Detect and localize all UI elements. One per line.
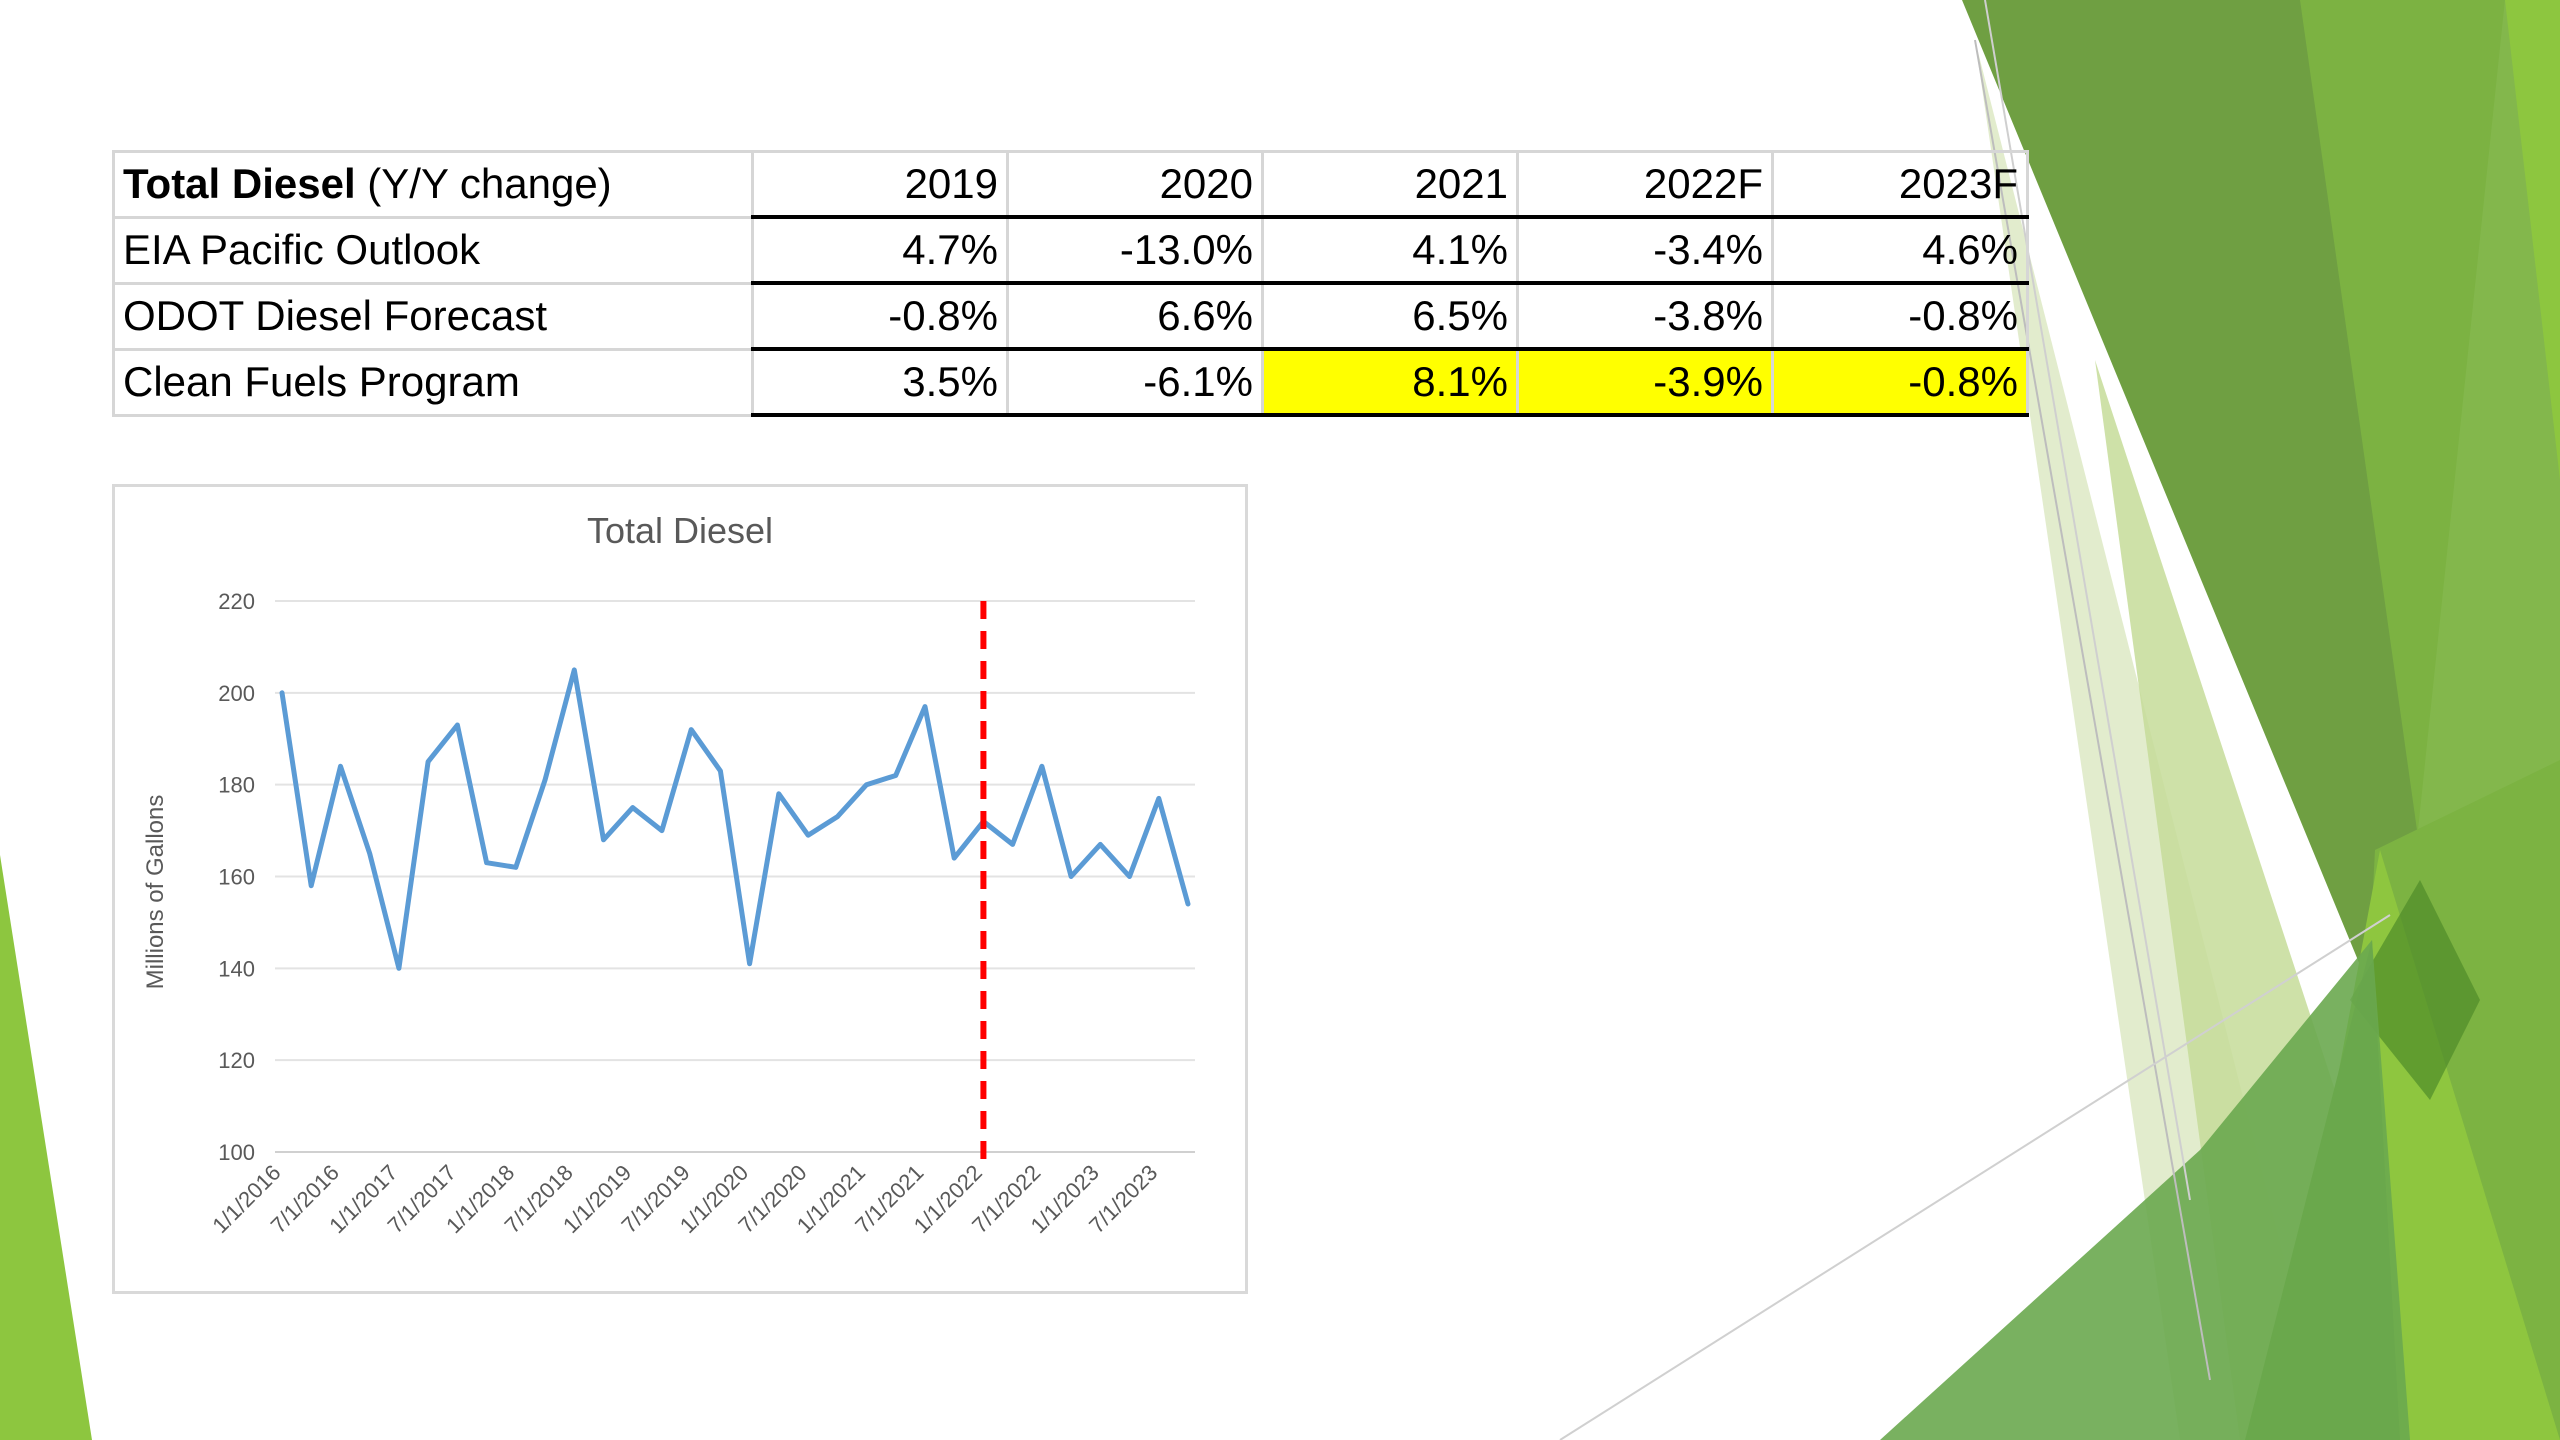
table-cell-highlighted: 8.1% (1261, 347, 1519, 417)
table-cell-highlighted: -0.8% (1771, 347, 2029, 417)
chart-canvas: Total Diesel Millions of Gallons 1001201… (142, 510, 1195, 1238)
table-title-rest: (Y/Y change) (355, 160, 612, 208)
series-layer (279, 667, 1191, 971)
y-axis-title: Millions of Gallons (142, 795, 169, 990)
y-tick-label: 120 (218, 1048, 255, 1073)
table-cell: 6.6% (1006, 281, 1264, 351)
year-header: 2019 (751, 150, 1009, 219)
table-cell: 6.5% (1261, 281, 1519, 351)
table-header-title: Total Diesel (Y/Y change) (112, 150, 754, 219)
green-facet (2505, 0, 2560, 480)
diesel-chart: Total Diesel Millions of Gallons 100 120 1… (112, 484, 1248, 1294)
x-axis-ticks: 1/1/20167/1/20161/1/20177/1/20171/1/2018… (207, 1160, 1162, 1238)
table-title-bold: Total Diesel (123, 160, 356, 208)
table-cell: -3.4% (1516, 215, 1774, 285)
thin-line (1559, 914, 2391, 1440)
y-tick-label: 100 (218, 1140, 255, 1165)
series-line (279, 667, 1191, 971)
chart-title: Total Diesel (587, 510, 773, 551)
green-facet (0, 855, 92, 1440)
table-cell: -0.8% (751, 281, 1009, 351)
y-tick-label: 160 (218, 865, 255, 890)
table-row: EIA Pacific Outlook 4.7% -13.0% 4.1% -3.… (112, 215, 2029, 285)
table-row: ODOT Diesel Forecast -0.8% 6.6% 6.5% -3.… (112, 281, 2029, 351)
table-cell: -0.8% (1771, 281, 2029, 351)
gridlines (275, 600, 1195, 1153)
table-header-row: Total Diesel (Y/Y change) 2019 2020 2021… (112, 150, 2029, 219)
table-cell: 4.7% (751, 215, 1009, 285)
row-label: EIA Pacific Outlook (112, 215, 754, 285)
diesel-change-table: Total Diesel (Y/Y change) 2019 2020 2021… (112, 150, 2029, 417)
y-tick-label: 220 (218, 589, 255, 614)
table-cell: -13.0% (1006, 215, 1264, 285)
table-cell-highlighted: -3.9% (1516, 347, 1774, 417)
y-tick-label: 180 (218, 773, 255, 798)
row-label: ODOT Diesel Forecast (112, 281, 754, 351)
table-cell: -6.1% (1006, 347, 1264, 417)
y-axis-ticks: 100 120 140 160 180 200 220 (218, 589, 255, 1165)
y-tick-label: 200 (218, 681, 255, 706)
year-header: 2021 (1261, 150, 1519, 219)
y-tick-label: 140 (218, 956, 255, 981)
table-row: Clean Fuels Program 3.5% -6.1% 8.1% -3.9… (112, 347, 2029, 417)
table-cell: 4.6% (1771, 215, 2029, 285)
year-header: 2020 (1006, 150, 1264, 219)
row-label: Clean Fuels Program (112, 347, 754, 417)
table-cell: 3.5% (751, 347, 1009, 417)
green-facet (2300, 0, 2560, 1050)
year-header: 2023F (1771, 150, 2029, 219)
table-cell: 4.1% (1261, 215, 1519, 285)
year-header: 2022F (1516, 150, 1774, 219)
table-cell: -3.8% (1516, 281, 1774, 351)
green-facet (2350, 880, 2480, 1100)
green-facet (1880, 940, 2410, 1440)
